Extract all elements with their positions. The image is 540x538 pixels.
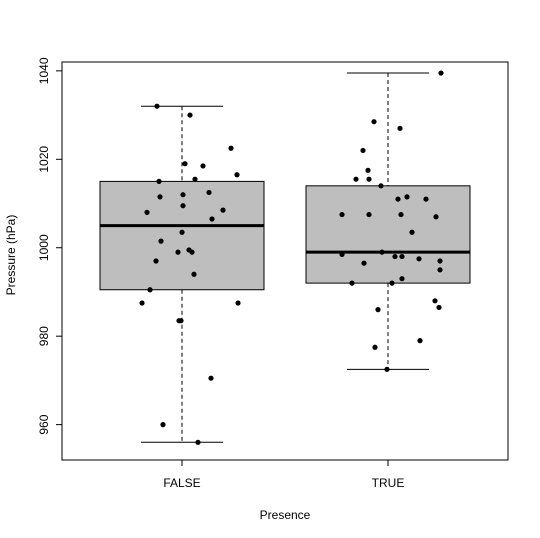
data-point bbox=[399, 253, 405, 260]
data-point bbox=[360, 147, 366, 154]
y-tick-label: 960 bbox=[37, 414, 51, 434]
data-point bbox=[234, 172, 240, 178]
data-point bbox=[147, 287, 153, 293]
data-point bbox=[209, 216, 215, 222]
data-point bbox=[228, 145, 234, 151]
y-tick-label: 980 bbox=[37, 326, 51, 346]
data-point bbox=[339, 211, 345, 218]
data-point bbox=[189, 249, 195, 255]
data-point bbox=[157, 194, 163, 200]
data-point bbox=[417, 338, 423, 344]
data-point bbox=[436, 304, 442, 311]
data-point bbox=[178, 318, 184, 324]
data-point bbox=[353, 176, 359, 182]
data-point bbox=[349, 280, 355, 286]
data-point bbox=[397, 125, 403, 131]
data-point bbox=[156, 178, 162, 184]
data-point bbox=[208, 375, 214, 381]
data-point bbox=[192, 176, 198, 182]
data-point bbox=[200, 163, 206, 169]
x-tick-label: TRUE bbox=[372, 476, 405, 490]
data-point bbox=[160, 422, 166, 428]
data-point bbox=[361, 260, 367, 266]
data-point bbox=[139, 300, 145, 306]
x-axis-title: Presence bbox=[260, 508, 311, 522]
points-layer bbox=[139, 70, 444, 445]
data-point bbox=[154, 103, 160, 109]
data-point bbox=[206, 189, 212, 196]
data-point bbox=[366, 211, 372, 218]
data-point bbox=[399, 276, 405, 282]
data-point bbox=[438, 70, 444, 76]
data-point bbox=[365, 167, 371, 173]
y-tick-label: 1000 bbox=[37, 234, 51, 261]
data-point bbox=[379, 249, 385, 255]
data-point bbox=[423, 196, 429, 202]
data-point bbox=[182, 161, 188, 167]
data-point bbox=[433, 214, 439, 220]
data-point bbox=[372, 344, 378, 350]
box-false bbox=[99, 180, 265, 291]
data-point bbox=[371, 119, 377, 125]
data-point bbox=[384, 366, 390, 372]
y-tick-label: 1040 bbox=[37, 57, 51, 84]
data-point bbox=[398, 211, 404, 218]
axes-layer: 960 980 1000 1020 1040 FALSE TRUE bbox=[37, 57, 509, 490]
data-point bbox=[220, 207, 226, 213]
data-point bbox=[409, 229, 415, 235]
data-point bbox=[416, 256, 422, 262]
box-true bbox=[305, 185, 471, 284]
data-point bbox=[187, 112, 193, 118]
data-point bbox=[378, 183, 384, 189]
data-point bbox=[153, 258, 159, 264]
data-point bbox=[158, 238, 164, 244]
data-point bbox=[395, 196, 401, 202]
data-point bbox=[175, 249, 181, 255]
y-axis-title: Pressure (hPa) bbox=[4, 215, 18, 296]
data-point bbox=[432, 298, 438, 304]
data-point bbox=[179, 229, 185, 235]
data-point bbox=[144, 209, 150, 215]
data-point bbox=[389, 280, 395, 286]
data-point bbox=[392, 253, 398, 260]
data-point bbox=[404, 194, 410, 200]
data-point bbox=[437, 258, 443, 264]
data-point bbox=[437, 267, 443, 273]
y-tick-label: 1020 bbox=[37, 146, 51, 173]
data-point bbox=[180, 203, 186, 209]
data-point bbox=[180, 192, 186, 198]
x-tick-label: FALSE bbox=[163, 476, 200, 490]
data-point bbox=[191, 271, 197, 277]
data-point bbox=[195, 439, 201, 445]
data-point bbox=[235, 300, 241, 306]
data-point bbox=[366, 176, 372, 182]
data-point bbox=[339, 251, 345, 257]
data-point bbox=[375, 307, 381, 313]
boxes-layer bbox=[99, 72, 471, 443]
